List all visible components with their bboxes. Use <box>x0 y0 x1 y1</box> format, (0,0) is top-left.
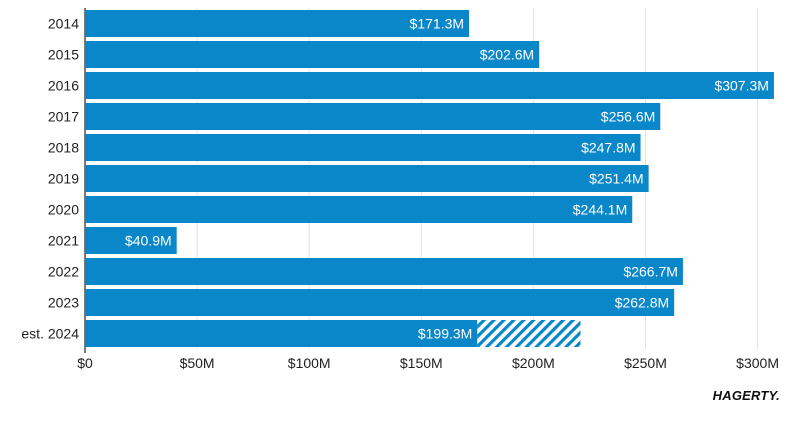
value-label: $262.8M <box>615 295 669 311</box>
x-tick-label: $300M <box>736 355 779 371</box>
bar <box>85 227 177 254</box>
category-label: 2021 <box>48 233 79 249</box>
bar <box>85 165 649 192</box>
category-label: 2018 <box>48 140 79 156</box>
bar <box>85 134 641 161</box>
bar <box>85 196 633 223</box>
value-label: $266.7M <box>623 264 677 280</box>
bar <box>85 72 774 99</box>
category-label: est. 2024 <box>21 326 79 342</box>
value-label: $251.4M <box>589 171 643 187</box>
x-tick-label: $250M <box>624 355 667 371</box>
category-label: 2015 <box>48 47 79 63</box>
bar <box>85 41 540 68</box>
x-tick-label: $100M <box>288 355 331 371</box>
x-tick-label: $200M <box>512 355 555 371</box>
estimate-range-bar <box>477 320 581 347</box>
value-labels: $171.3M $202.6M $307.3M $256.6M $247.8M $251.… <box>125 16 769 342</box>
category-label: 2017 <box>48 109 79 125</box>
category-label: 2016 <box>48 78 79 94</box>
bar <box>85 103 661 130</box>
value-label: $171.3M <box>410 16 464 32</box>
category-labels: 2014 2015 2016 2017 2018 2019 2020 2021 2022 2023… <box>21 16 79 342</box>
bars <box>85 10 774 347</box>
value-label: $307.3M <box>714 78 768 94</box>
category-label: 2023 <box>48 295 79 311</box>
value-label: $40.9M <box>125 233 172 249</box>
x-tick-label: $0 <box>77 355 93 371</box>
bar <box>85 320 478 347</box>
x-axis-ticks: $0 $50M $100M $150M $200M $250M $300M <box>77 355 779 371</box>
x-tick-label: $50M <box>180 355 215 371</box>
value-label: $244.1M <box>573 202 627 218</box>
bar <box>85 10 470 37</box>
value-label: $247.8M <box>581 140 635 156</box>
category-label: 2014 <box>48 16 79 32</box>
x-tick-label: $150M <box>400 355 443 371</box>
bar <box>85 289 675 316</box>
value-label: $202.6M <box>480 47 534 63</box>
value-label: $256.6M <box>601 109 655 125</box>
bar <box>85 258 683 285</box>
category-label: 2020 <box>48 202 79 218</box>
category-label: 2022 <box>48 264 79 280</box>
value-label: $199.3M <box>418 326 472 342</box>
hagerty-logo: HAGERTY. <box>712 388 780 403</box>
category-label: 2019 <box>48 171 79 187</box>
